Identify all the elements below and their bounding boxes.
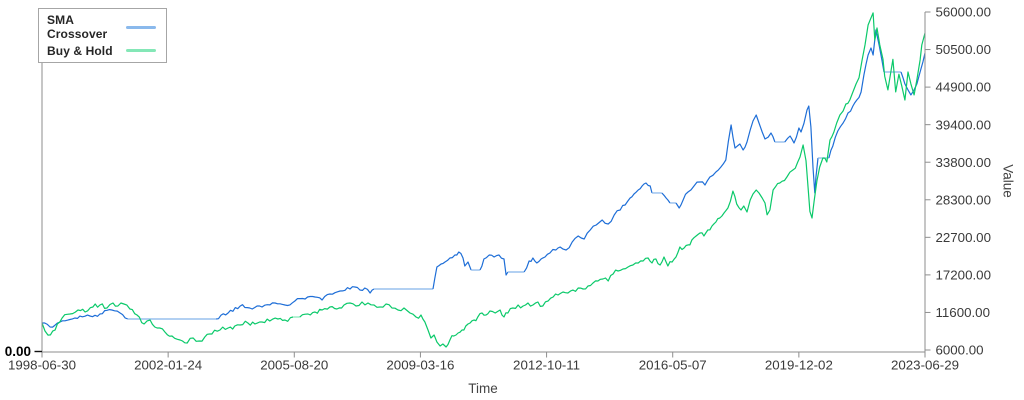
series-line-0 xyxy=(784,105,819,194)
x-tick-label: 2019-12-02 xyxy=(765,358,833,373)
series-line-0 xyxy=(216,286,375,320)
x-tick-label: 2023-06-29 xyxy=(891,358,959,373)
y-tick-label: 33800.00 xyxy=(936,155,991,170)
series-line-1 xyxy=(299,12,926,348)
y-tick-label: 28300.00 xyxy=(936,192,991,207)
series-line-0 xyxy=(479,254,509,276)
x-axis-title: Time xyxy=(468,381,498,396)
legend-label-sma-crossover: SMA Crossover xyxy=(47,13,108,42)
series-line-0 xyxy=(661,192,671,204)
legend-line-sample-green xyxy=(126,49,156,53)
y-tick-label: 6000.00 xyxy=(936,343,984,358)
x-tick-label: 2005-08-20 xyxy=(260,358,328,373)
legend-line-sample-blue xyxy=(126,25,156,29)
y-tick-label: 50500.00 xyxy=(936,42,991,57)
y-tick-label: 56000.00 xyxy=(936,5,991,20)
y-axis-left-zero-label: 0.00 xyxy=(4,344,31,359)
legend-label-buy-hold: Buy & Hold xyxy=(47,43,113,58)
series-line-0 xyxy=(432,251,472,290)
series-line-0 xyxy=(523,182,653,273)
series-line-1 xyxy=(41,302,294,344)
legend-item-buy-hold: Buy & Hold xyxy=(47,44,156,58)
x-tick-label: 2012-10-11 xyxy=(513,358,580,373)
y-tick-label: 22700.00 xyxy=(936,230,991,245)
series-line-0 xyxy=(828,29,885,159)
y-axis-title: Value xyxy=(1000,164,1016,198)
series-line-0 xyxy=(900,52,926,96)
y-tick-label: 39400.00 xyxy=(936,117,991,132)
x-tick-label: 1998-06-30 xyxy=(8,358,76,373)
y-tick-label: 17200.00 xyxy=(936,267,991,282)
y-tick-label: 44900.00 xyxy=(936,80,991,95)
x-tick-label: 2016-05-07 xyxy=(639,358,707,373)
series-line-0 xyxy=(675,114,776,209)
x-tick-label: 2002-01-24 xyxy=(134,358,202,373)
y-tick-label: 11600.00 xyxy=(936,305,990,320)
legend-item-sma-crossover: SMA Crossover xyxy=(47,13,156,41)
series-line-0 xyxy=(42,309,129,328)
legend: SMA Crossover Buy & Hold xyxy=(38,8,167,63)
x-tick-label: 2009-03-16 xyxy=(386,358,454,373)
